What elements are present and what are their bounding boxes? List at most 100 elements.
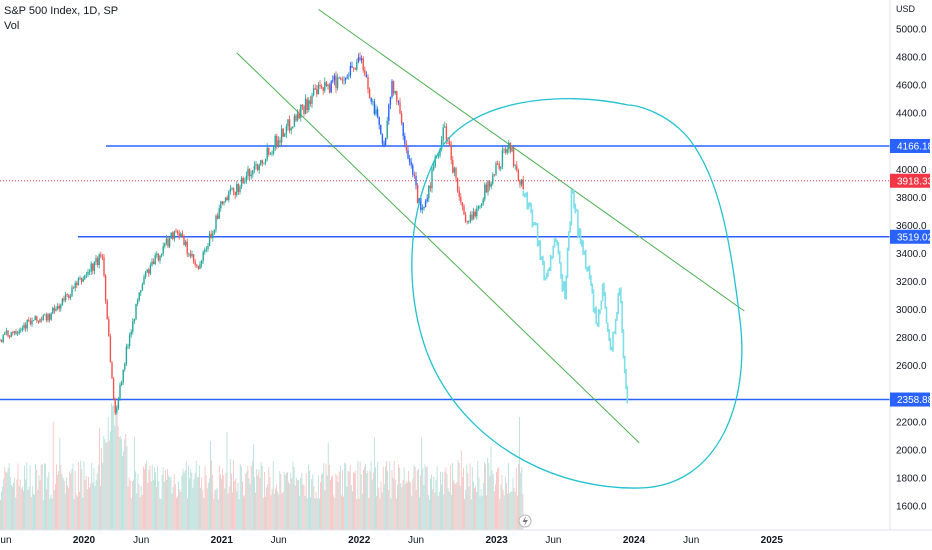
- volume-bar: [20, 488, 22, 530]
- volume-bar: [322, 473, 324, 530]
- candle-body: [500, 166, 502, 169]
- volume-bar: [370, 461, 372, 530]
- candle-body: [408, 158, 411, 163]
- volume-bar: [383, 484, 385, 530]
- chart-legend: S&P 500 Index, 1D, SP Vol: [4, 4, 118, 34]
- volume-bar: [481, 495, 483, 530]
- volume-bar: [129, 480, 131, 530]
- candle-body: [351, 65, 353, 68]
- volume-bar: [441, 484, 442, 530]
- volume-bar: [38, 475, 40, 530]
- candle-body: [26, 319, 28, 329]
- volume-bar: [378, 487, 380, 530]
- volume-bar: [477, 460, 479, 530]
- candle-body: [167, 238, 169, 247]
- volume-bar: [444, 471, 446, 530]
- candle-body: [108, 319, 110, 337]
- candle-body: [492, 174, 494, 184]
- volume-bar: [334, 498, 336, 530]
- volume-bar: [157, 466, 159, 530]
- candle-body: [325, 82, 328, 87]
- candle-body: [440, 140, 443, 150]
- volume-bar: [211, 460, 212, 530]
- candle-body: [39, 319, 41, 323]
- volume-bar: [79, 491, 80, 530]
- candle-body: [228, 191, 230, 201]
- volume-bar: [207, 482, 209, 530]
- volume-bar: [429, 499, 430, 530]
- candles: [0, 52, 524, 415]
- volume-bar: [12, 486, 13, 530]
- candle-body: [488, 181, 491, 187]
- volume-bar: [68, 488, 69, 530]
- volume-bar: [380, 481, 382, 530]
- candle-body: [332, 80, 334, 82]
- candle-body: [76, 283, 78, 286]
- volume-bar: [169, 477, 171, 530]
- volume-bar: [301, 473, 303, 530]
- volume-bar: [312, 474, 314, 530]
- volume-bar: [304, 496, 306, 530]
- candle-body: [181, 233, 184, 237]
- candle-body: [37, 320, 40, 323]
- candle-body: [138, 292, 140, 301]
- volume-bar: [341, 495, 342, 530]
- candle-body: [159, 255, 161, 261]
- volume-bar: [421, 437, 423, 530]
- volume-bar: [39, 480, 41, 530]
- volume-bar: [251, 461, 253, 530]
- volume-bar: [374, 437, 375, 530]
- y-tick-label: 3800.0: [896, 193, 927, 204]
- volume-bar: [467, 473, 469, 530]
- volume-bar: [281, 493, 283, 530]
- volume-bar: [22, 486, 23, 530]
- volume-bar: [174, 484, 176, 530]
- volume-bar: [28, 486, 30, 530]
- candle-body: [477, 206, 480, 209]
- volume-bar: [94, 486, 96, 530]
- candle-body: [448, 141, 451, 146]
- volume-bar: [409, 481, 410, 530]
- candle-body: [476, 208, 478, 217]
- volume-bar: [292, 461, 294, 530]
- candle-body: [23, 324, 25, 329]
- volume-bar: [262, 497, 264, 530]
- volume-bar: [179, 489, 181, 530]
- volume-bar: [272, 461, 274, 530]
- candle-body: [450, 145, 452, 161]
- volume-bar: [424, 464, 426, 530]
- volume-bar: [226, 431, 228, 530]
- candle-body: [437, 155, 440, 157]
- volume-bar: [250, 465, 252, 530]
- volume-bar: [14, 477, 16, 530]
- candle-body: [522, 179, 524, 190]
- volume-bar: [96, 473, 98, 530]
- y-tick-label: 5000.0: [896, 25, 927, 36]
- volume-bar: [102, 462, 104, 530]
- candle-body: [77, 278, 80, 286]
- candle-body: [160, 253, 163, 256]
- candle-body: [170, 232, 172, 239]
- y-tick-label: 3600.0: [896, 221, 927, 232]
- y-tick-label: 2600.0: [896, 361, 927, 372]
- candle-body: [471, 214, 473, 220]
- volume-bar: [273, 493, 275, 530]
- volume-bar: [305, 473, 307, 530]
- candle-body: [47, 314, 49, 321]
- volume-bar: [404, 483, 406, 530]
- candle-body: [215, 215, 217, 230]
- candle-body: [84, 275, 86, 280]
- candle-body: [136, 300, 139, 304]
- volume-bar: [473, 481, 474, 530]
- volume-bar: [510, 491, 512, 530]
- volume-bar: [74, 471, 76, 530]
- candle-body: [354, 67, 356, 70]
- candle-body: [304, 99, 307, 114]
- volume-bar: [468, 486, 470, 530]
- volume-bar: [36, 469, 38, 530]
- candle-body: [370, 98, 372, 102]
- candle-body: [247, 168, 249, 176]
- candle-body: [221, 201, 224, 204]
- volume-bar: [198, 477, 199, 530]
